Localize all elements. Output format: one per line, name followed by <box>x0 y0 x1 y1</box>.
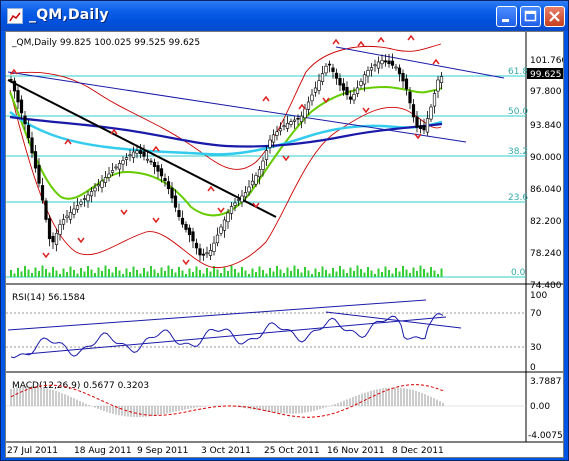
close-button[interactable] <box>544 6 565 27</box>
minimize-icon <box>502 19 509 22</box>
candlestick-series <box>9 53 444 261</box>
ma-fast-line <box>9 85 443 217</box>
title-bar[interactable]: _QM,Daily <box>1 1 568 31</box>
fractal-markers <box>10 34 440 266</box>
date-tick: 9 Sep 2011 <box>137 446 188 456</box>
macd-pane-header: MACD(12,26,9) 0.5677 0.3203 <box>12 381 149 391</box>
rsi-trendline-lower[interactable] <box>25 316 447 355</box>
date-tick: 18 Aug 2011 <box>74 446 132 456</box>
macd-tick: 3.7887 <box>530 377 562 387</box>
price-tick: 101.760 <box>530 56 563 66</box>
chart-window-icon <box>7 8 23 24</box>
macd-tick: 0.00 <box>530 402 550 412</box>
ma-mid-line <box>9 111 443 156</box>
date-tick: 25 Oct 2011 <box>264 446 320 456</box>
date-tick: 8 Dec 2011 <box>392 446 444 456</box>
trendline-channel-lower[interactable] <box>7 71 467 143</box>
macd-signal-line <box>10 384 444 418</box>
price-tick: 74.400 <box>530 281 562 291</box>
close-icon <box>549 11 560 22</box>
macd-tick: -4.0075 <box>528 431 563 441</box>
price-tick: 86.040 <box>530 185 562 195</box>
rsi-tick: 100 <box>530 291 547 301</box>
volume-histogram <box>10 265 443 277</box>
fib-label-23-6: 23.6 <box>508 193 528 203</box>
rsi-tick: 0 <box>530 363 536 373</box>
price-tick: 90.000 <box>530 153 562 163</box>
maximize-icon <box>524 10 537 22</box>
date-tick: 16 Nov 2011 <box>327 446 385 456</box>
maximize-button[interactable] <box>520 6 541 27</box>
ma-slow-line <box>9 115 443 148</box>
fib-label-50: 50.0 <box>508 107 528 117</box>
trendline-resistance[interactable] <box>335 46 505 79</box>
rsi-pane-header: RSI(14) 56.1584 <box>12 293 85 303</box>
rsi-trendline-resistance[interactable] <box>325 311 462 329</box>
price-tick: 82.200 <box>530 217 562 227</box>
date-tick: 3 Oct 2011 <box>201 446 251 456</box>
price-tick: 97.800 <box>530 87 562 97</box>
trendline-down[interactable] <box>7 79 277 218</box>
price-chart[interactable]: 61.8 50.0 38.2 23.6 0.0 <box>6 32 567 457</box>
rsi-tick: 70 <box>530 309 542 319</box>
price-tick: 78.240 <box>530 249 562 259</box>
date-tick: 27 Jul 2011 <box>7 446 58 456</box>
fibonacci-levels <box>6 75 526 278</box>
rsi-tick: 30 <box>530 343 542 353</box>
macd-histogram <box>10 386 444 418</box>
current-price-marker <box>527 68 563 79</box>
chart-area[interactable]: 61.8 50.0 38.2 23.6 0.0 <box>5 31 567 458</box>
current-price-label: 99.625 <box>530 70 562 80</box>
minimize-button[interactable] <box>496 6 517 27</box>
price-tick: 93.840 <box>530 121 562 131</box>
fib-label-61-8: 61.8 <box>508 67 528 77</box>
bollinger-bands <box>9 43 442 269</box>
rsi-line <box>10 313 444 359</box>
fib-label-38-2: 38.2 <box>508 147 528 157</box>
rsi-trendline-upper[interactable] <box>7 299 427 331</box>
main-pane-header: _QM,Daily 99.825 100.025 99.525 99.625 <box>11 38 200 48</box>
window-title: _QM,Daily <box>29 7 109 23</box>
fib-label-0: 0.0 <box>511 268 526 278</box>
